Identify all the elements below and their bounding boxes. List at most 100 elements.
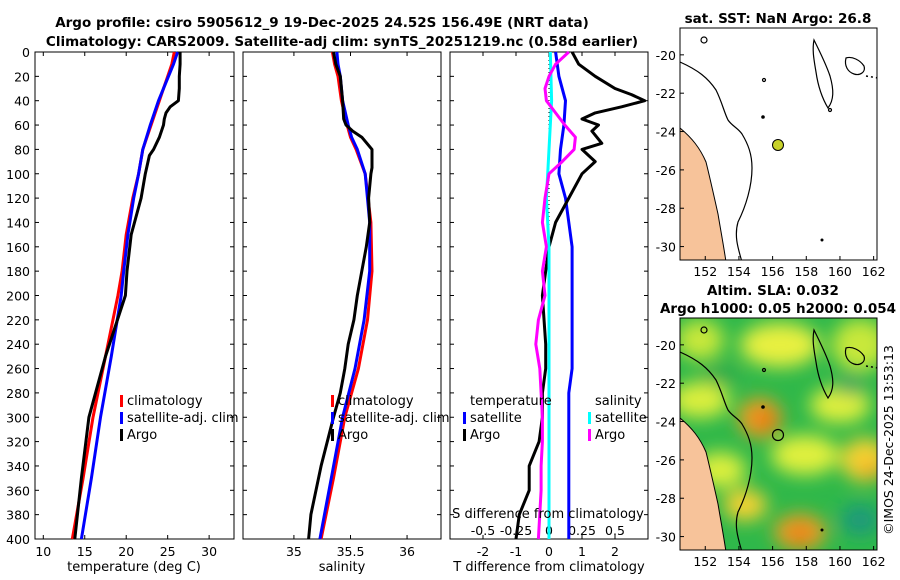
map-lon-label: 162 [862, 554, 886, 569]
map-lat-label: -28 [656, 201, 676, 216]
s-difference-label: S difference from climatology [452, 507, 644, 522]
figure-title-line1: Argo profile: csiro 5905612_9 19-Dec-202… [55, 15, 589, 31]
map-lat-label: -30 [656, 240, 676, 255]
temperature-panel-frame [34, 51, 235, 540]
legend-temperature-title: temperature [470, 394, 552, 409]
depth-tick-label: 380 [6, 508, 30, 523]
legend-label-satellite-adj: satellite-adj. clim [338, 411, 450, 426]
depth-tick-label: 80 [14, 142, 30, 157]
x-tick-label: 35 [286, 544, 302, 559]
map-lat-label: -20 [656, 48, 676, 63]
depth-tick-label: 180 [6, 264, 30, 279]
legend-swatch-s-satellite [588, 412, 591, 424]
series-line-t-argo [514, 51, 647, 540]
sst-map-title: sat. SST: NaN Argo: 26.8 [685, 11, 872, 27]
map-lat-label: -22 [656, 376, 676, 391]
sst-map-frame [679, 27, 878, 261]
reef-contour-6 [761, 405, 765, 409]
depth-tick-label: 20 [14, 69, 30, 84]
s-tick-label: 0.5 [605, 523, 625, 538]
reef-contour-6 [761, 115, 765, 119]
series-line-s-argo [534, 50, 577, 540]
reef-contour-4 [761, 77, 767, 83]
sla-map [679, 317, 878, 551]
map-lon-label: 158 [794, 264, 818, 279]
difference-legend: temperature satellite Argo salinity sate… [463, 394, 647, 443]
reef-contour-5 [827, 107, 833, 113]
australia-land [680, 127, 727, 260]
legend-swatch-t-argo [463, 429, 466, 441]
depth-tick-label: 240 [6, 337, 30, 352]
depth-tick-label: 320 [6, 435, 30, 450]
reef-contour-2 [844, 346, 865, 366]
series-line-satellite-adj-clim [79, 51, 180, 540]
legend-swatch-t-satellite [463, 412, 466, 424]
depth-tick-label: 60 [14, 118, 30, 133]
map-axes: 152 154 156 158 160 162 -20 -22 -24 -26 -28 -30 152 1… [656, 48, 886, 569]
map-lat-label: -30 [656, 530, 676, 545]
legend-swatch-satellite-adj [331, 412, 334, 424]
map-lon-label: 156 [761, 554, 785, 569]
series-line-s-satellite [544, 51, 554, 539]
temperature-xlabel: temperature (deg C) [67, 560, 201, 575]
legend-swatch-climatology [120, 395, 123, 407]
reef-contour-2 [844, 56, 865, 76]
chesterfield-reef-contour [812, 328, 834, 400]
x-tick-label: 30 [201, 544, 217, 559]
sst-200m-isobath [680, 61, 753, 260]
depth-tick-label: 280 [6, 386, 30, 401]
legend-label-s-satellite: satellite [595, 411, 647, 426]
salinity-legend: climatology satellite-adj. clim Argo [331, 394, 450, 443]
figure-title-line2: Climatology: CARS2009. Satellite-adj cli… [46, 34, 638, 50]
map-lat-label: -26 [656, 453, 676, 468]
imos-timestamp: ©IMOS 24-Dec-2025 13:53:13 [881, 345, 896, 535]
legend-swatch-argo [120, 429, 123, 441]
legend-swatch-climatology [331, 395, 334, 407]
argo-float-marker [771, 428, 785, 442]
map-lon-label: 160 [828, 264, 852, 279]
map-lon-label: 156 [761, 264, 785, 279]
sla-anomaly-field [680, 319, 877, 550]
legend-label-t-satellite: satellite [470, 411, 522, 426]
map-lat-label: -24 [656, 125, 676, 140]
map-lon-label: 152 [693, 264, 717, 279]
map-lat-label: -22 [656, 86, 676, 101]
chesterfield-reef-contour [812, 38, 834, 110]
legend-label-argo: Argo [127, 428, 157, 443]
australia-land [680, 417, 727, 550]
legend-label-t-argo: Argo [470, 428, 500, 443]
map-lon-label: 152 [693, 554, 717, 569]
x-tick-label: 10 [35, 544, 51, 559]
difference-xlabel: T difference from climatology [452, 560, 645, 575]
legend-label-climatology: climatology [127, 394, 203, 409]
legend-label-argo: Argo [338, 428, 368, 443]
sla-map-title: Altim. SLA: 0.032 [707, 283, 839, 299]
series-line-argo [307, 51, 374, 540]
map-lat-label: -24 [656, 415, 676, 430]
legend-label-s-argo: Argo [595, 428, 625, 443]
reef-contour-8 [865, 75, 877, 79]
reef-contour-8 [865, 365, 877, 369]
sla-200m-isobath [680, 351, 753, 550]
x-tick-label: 2 [611, 544, 619, 559]
legend-label-climatology: climatology [338, 394, 414, 409]
s-tick-label: 0.25 [568, 523, 596, 538]
map-lat-label: -26 [656, 163, 676, 178]
depth-tick-label: 260 [6, 362, 30, 377]
argo-float-marker [772, 139, 784, 151]
x-tick-label: 35.5 [337, 544, 365, 559]
salinity-xlabel: salinity [319, 560, 366, 575]
x-tick-label: -2 [477, 544, 489, 559]
x-tick-label: 15 [77, 544, 93, 559]
depth-tick-label: 300 [6, 410, 30, 425]
reef-contour-3 [700, 36, 708, 44]
salinity-chart: 35 35.5 36 [286, 51, 415, 559]
x-tick-label: 20 [118, 544, 134, 559]
reef-contour-7 [820, 238, 824, 242]
depth-tick-label: 140 [6, 215, 30, 230]
s-tick-label: -0.5 [471, 523, 495, 538]
depth-tick-label: 160 [6, 240, 30, 255]
x-tick-label: 1 [578, 544, 586, 559]
series-line-t-satellite [554, 51, 574, 539]
